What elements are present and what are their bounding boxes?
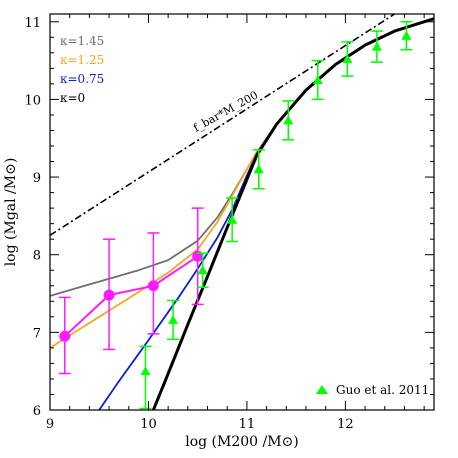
kappa-legend-entry-1: κ=1.45 [60, 34, 104, 48]
guo-legend-marker [316, 385, 328, 394]
baryon-line [50, 14, 396, 236]
guo-point [227, 214, 238, 224]
guo-point [342, 54, 353, 64]
kappa-legend: κ=1.45 κ=1.25 κ=0.75 κ=0 [60, 34, 104, 105]
guo-point [168, 314, 179, 324]
y-tick-label: 6 [33, 404, 41, 419]
magenta-point [147, 280, 159, 292]
guo-point [312, 75, 323, 84]
x-tick-label: 11 [239, 417, 256, 432]
data-points [58, 21, 413, 410]
magenta-connector [64, 255, 199, 337]
x-tick-label: 12 [337, 417, 354, 432]
series-line-kappa-3 [152, 17, 434, 410]
y-tick-label: 9 [33, 171, 41, 186]
x-tick-label: 10 [140, 417, 157, 432]
guo-point [401, 30, 412, 40]
guo-point [371, 41, 382, 51]
plot-frame [49, 13, 435, 411]
axes: 9 10 11 12 6 7 8 9 10 11 [24, 14, 434, 432]
magenta-point [103, 289, 115, 301]
y-tick-label: 10 [24, 93, 41, 108]
x-tick-label: 9 [46, 417, 54, 432]
kappa-legend-entry-4: κ=0 [60, 91, 85, 105]
guo-point [140, 366, 151, 376]
guo-legend-label: Guo et al. 2011 [336, 383, 429, 397]
x-axis-title: log (M200 /M⊙) [185, 434, 299, 450]
y-tick-label: 7 [33, 326, 41, 341]
guo-point [253, 164, 264, 174]
guo-point [197, 265, 208, 275]
series-lines [50, 14, 434, 410]
kappa-legend-entry-2: κ=1.25 [60, 53, 104, 67]
kappa-legend-entry-3: κ=0.75 [60, 72, 104, 86]
y-axis-title: log (Mgal /M⊙) [3, 158, 19, 267]
guo-legend: Guo et al. 2011 [316, 383, 429, 397]
guo-point [283, 115, 294, 125]
y-tick-label: 11 [24, 16, 41, 31]
magenta-point [59, 330, 71, 342]
y-tick-label: 8 [33, 249, 41, 264]
